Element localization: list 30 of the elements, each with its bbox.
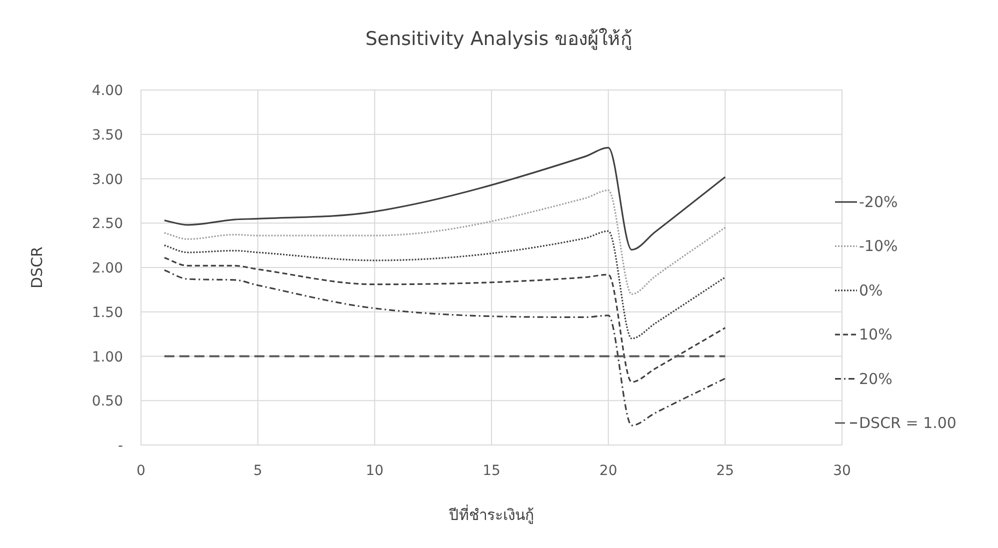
line-series [164, 189, 726, 295]
legend-label: DSCR = 1.00 [859, 414, 956, 432]
y-tick-label: 2.50 [92, 216, 123, 232]
legend-label: 0% [859, 281, 883, 300]
y-tick-label: 3.50 [92, 127, 123, 144]
x-tick-label: 30 [833, 463, 851, 479]
x-tick-label: 5 [253, 463, 262, 479]
legend-label: -10% [859, 237, 898, 256]
line-series [164, 230, 726, 340]
y-tick-label: 1.50 [92, 304, 123, 321]
y-tick-label: 0.50 [92, 394, 123, 410]
y-tick-label: 1.00 [92, 349, 123, 366]
line-series [164, 256, 726, 383]
legend-label: 10% [859, 326, 892, 344]
y-tick-label: 2.00 [92, 260, 123, 276]
line-series [164, 269, 726, 426]
x-tick-label: 10 [366, 463, 384, 479]
x-tick-label: 25 [716, 463, 734, 479]
legend-label: 20% [859, 370, 892, 388]
line-series [164, 146, 726, 251]
y-tick-label: 4.00 [92, 83, 123, 99]
x-tick-label: 0 [136, 463, 146, 479]
x-axis-title: ปีที่ชำระเงินกู้ [448, 504, 534, 524]
y-axis-title: DSCR [28, 246, 46, 288]
y-tick-label: 3.00 [92, 172, 123, 188]
x-tick-label: 15 [482, 463, 500, 479]
y-tick-label: - [118, 438, 123, 454]
x-tick-label: 20 [599, 463, 618, 479]
legend-label: -20% [859, 193, 898, 211]
chart-title: Sensitivity Analysis ของผู้ให้กู้ [365, 28, 633, 50]
